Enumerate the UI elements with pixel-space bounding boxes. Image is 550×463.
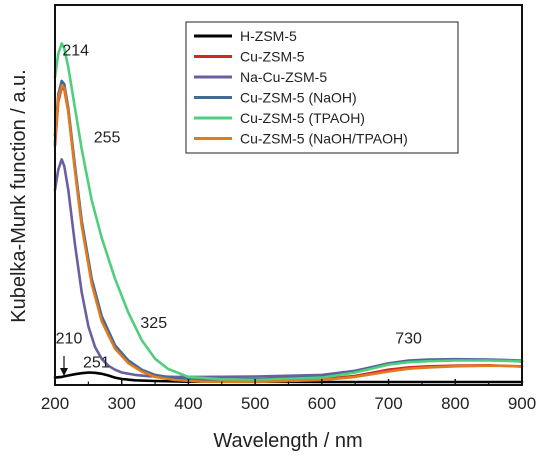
series-line-3: [53, 158, 524, 379]
annotation-730: 730: [395, 330, 422, 347]
series-line-5: [53, 42, 524, 382]
x-ticks: 200 300 400 500 600 700 800 900: [41, 379, 536, 413]
x-axis-title: Wavelength / nm: [213, 430, 362, 452]
x-tick-label-200: 200: [41, 394, 69, 413]
y-axis-title: Kubelka-Munk function / a.u.: [8, 69, 30, 322]
legend-box: [185, 21, 459, 154]
legend-label-4: Cu-ZSM-5 (NaOH): [240, 90, 357, 106]
x-tick-label-700: 700: [374, 394, 402, 413]
legend-label-2: Cu-ZSM-5: [240, 49, 305, 65]
plot-lines: [53, 42, 524, 384]
x-tick-label-800: 800: [441, 394, 469, 413]
x-tick-label-600: 600: [308, 394, 336, 413]
legend-label-6: Cu-ZSM-5 (NaOH/TPAOH): [240, 131, 408, 147]
arrow-210-head: [60, 368, 68, 376]
legend-label-3: Na-Cu-ZSM-5: [240, 69, 327, 85]
annotation-325: 325: [140, 315, 167, 332]
series-line-6: [53, 84, 524, 384]
legend-label-1: H-ZSM-5: [240, 28, 297, 44]
annotation-214: 214: [62, 42, 89, 59]
legend-label-5: Cu-ZSM-5 (TPAOH): [240, 110, 365, 126]
annotation-255: 255: [94, 129, 121, 146]
x-tick-label-500: 500: [241, 394, 269, 413]
x-tick-label-400: 400: [174, 394, 202, 413]
x-tick-label-900: 900: [508, 394, 536, 413]
legend: H-ZSM-5 Cu-ZSM-5 Na-Cu-ZSM-5 Cu-ZSM-5 (NaOH…: [185, 21, 459, 154]
annotation-210: 210: [56, 330, 83, 347]
x-tick-label-300: 300: [108, 394, 136, 413]
annotation-251: 251: [83, 354, 110, 371]
